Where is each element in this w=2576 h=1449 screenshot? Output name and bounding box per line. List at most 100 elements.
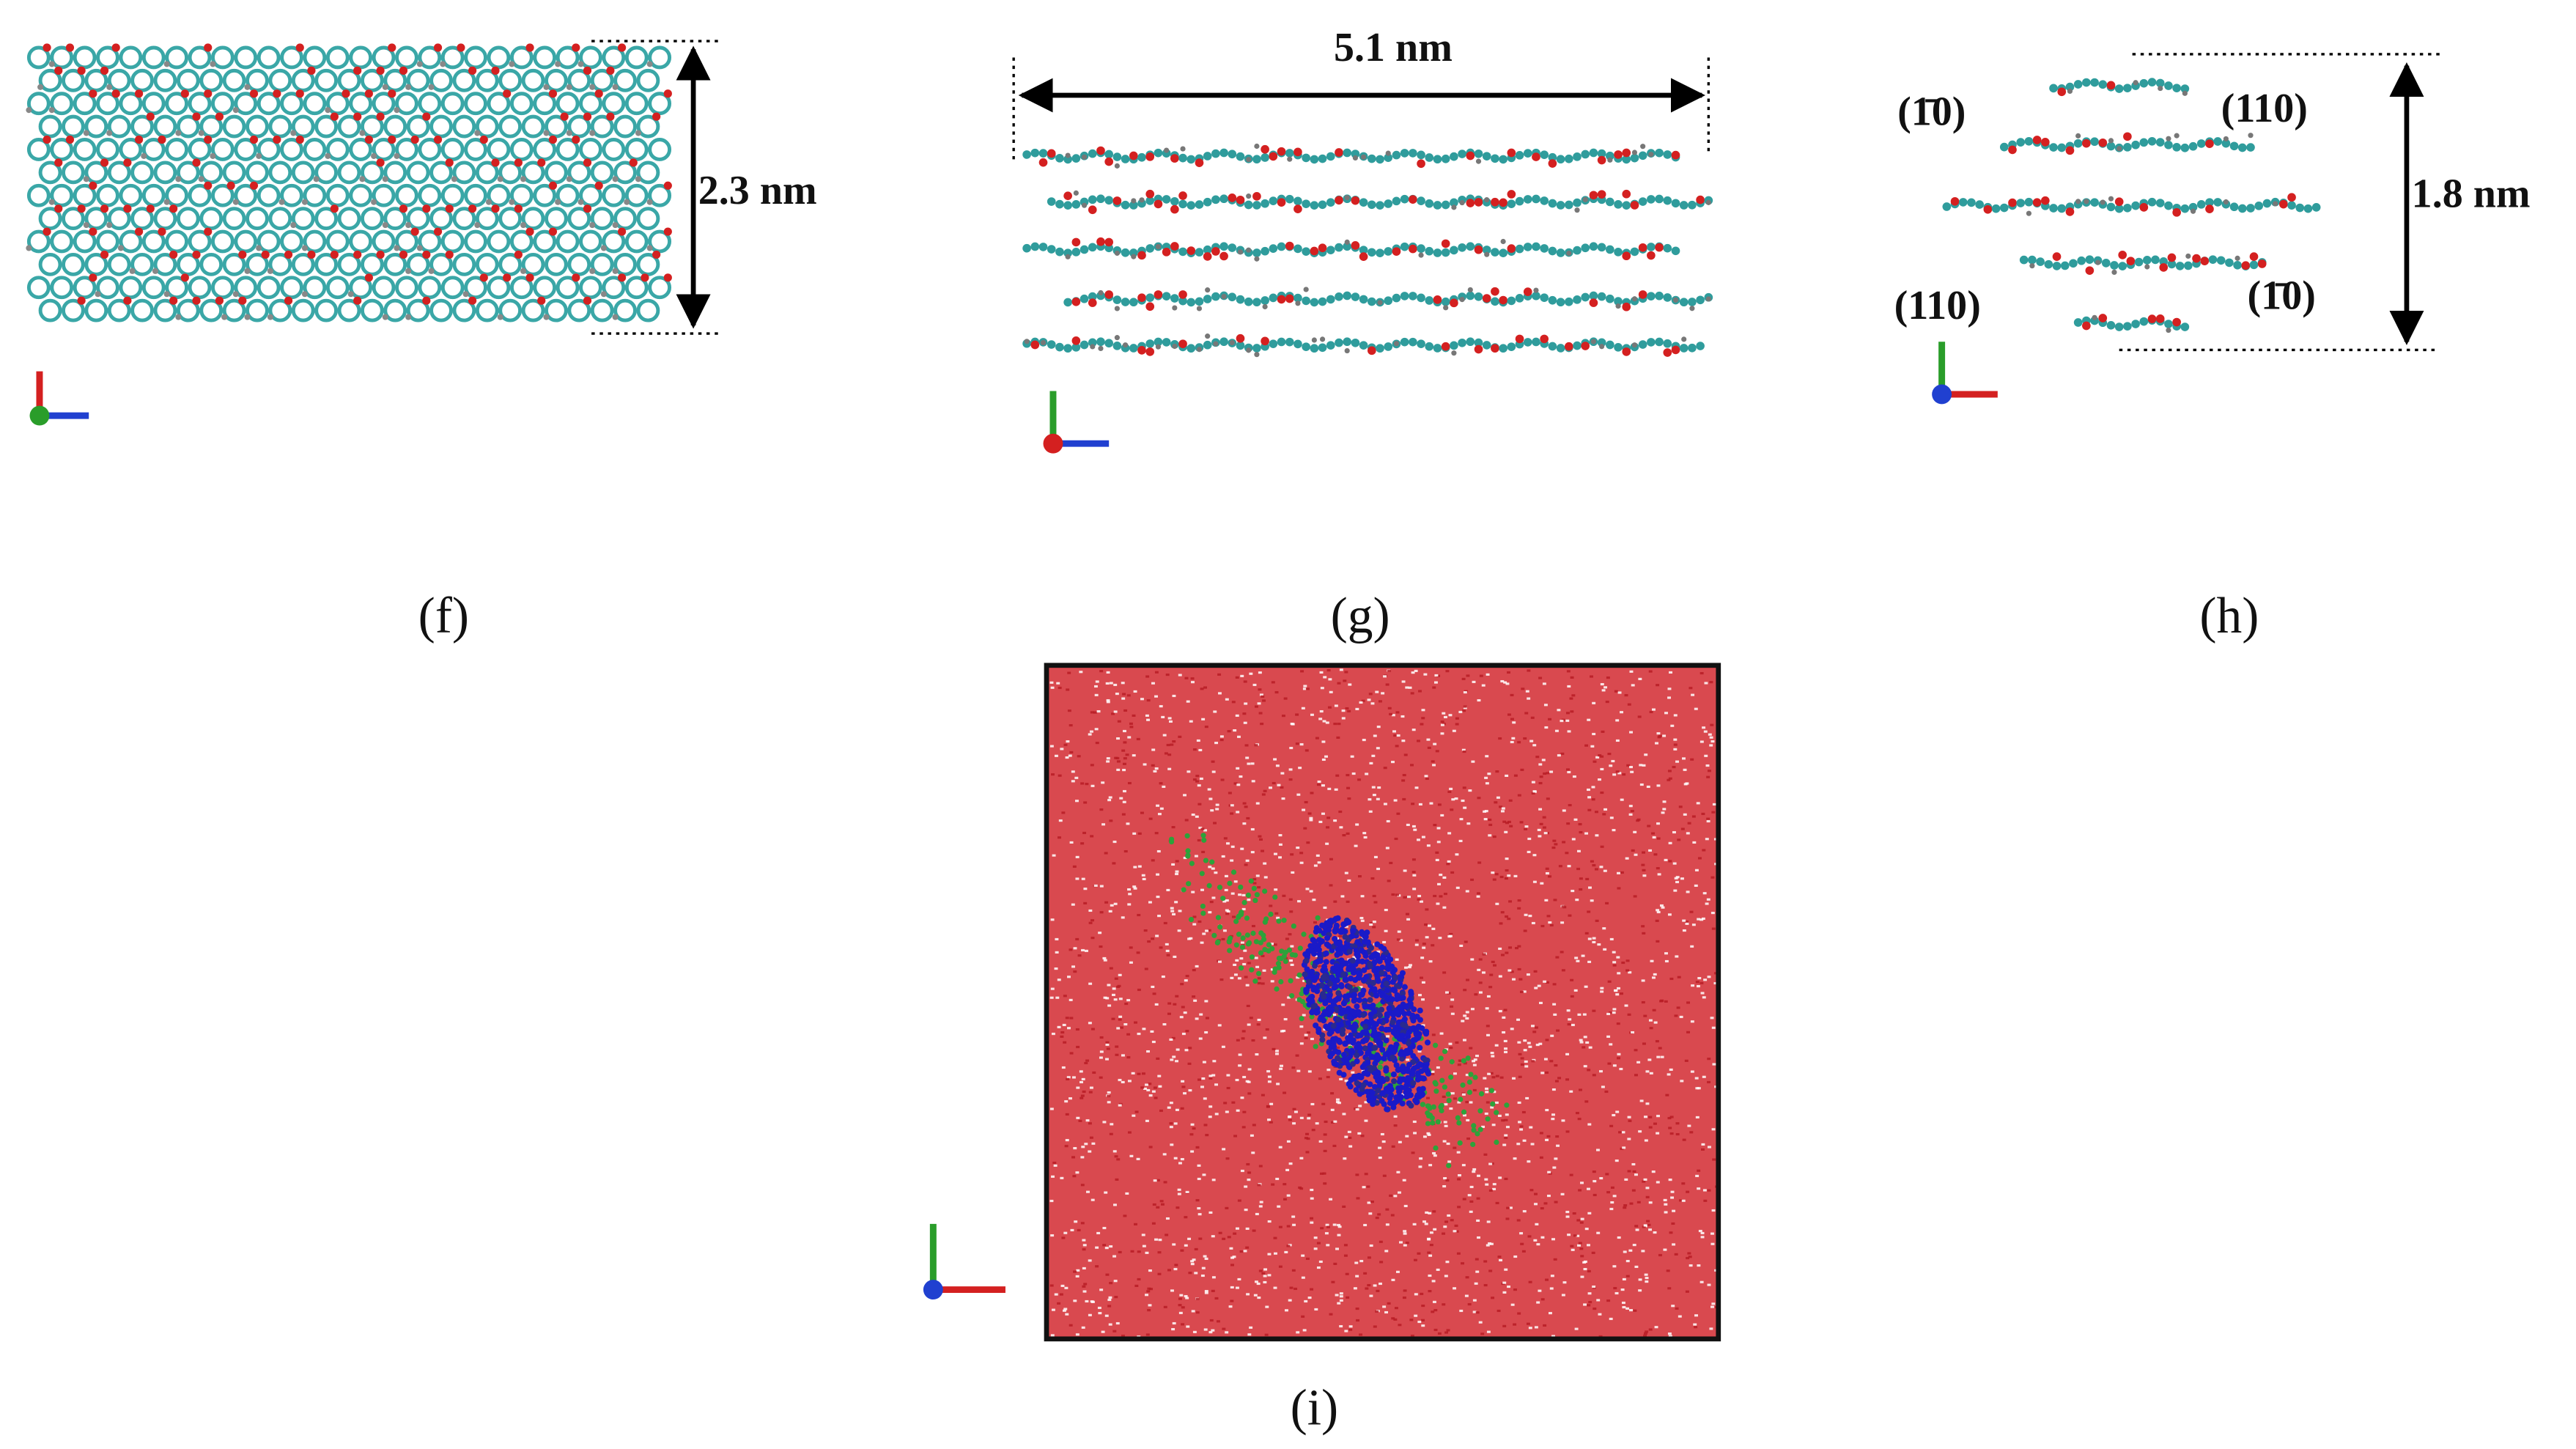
atom bbox=[2311, 203, 2321, 212]
protein-atom bbox=[1403, 1003, 1410, 1010]
atom bbox=[382, 314, 388, 320]
water-dot bbox=[1082, 1267, 1086, 1270]
water-dot bbox=[1675, 760, 1679, 763]
water-dot bbox=[1214, 871, 1218, 874]
water-dot bbox=[1627, 703, 1631, 706]
water-dot bbox=[1642, 869, 1646, 871]
water-dot bbox=[1664, 959, 1669, 963]
water-dot bbox=[1510, 740, 1514, 744]
atom bbox=[1104, 196, 1114, 205]
water-dot bbox=[1557, 754, 1561, 757]
water-dot bbox=[1118, 1015, 1123, 1018]
atom bbox=[2167, 253, 2177, 262]
water-dot bbox=[1547, 1170, 1551, 1173]
water-dot bbox=[1588, 886, 1592, 889]
water-dot bbox=[1091, 1142, 1096, 1145]
water-dot bbox=[1631, 1030, 1635, 1034]
water-dot bbox=[1211, 760, 1215, 763]
water-dot bbox=[1639, 764, 1643, 767]
water-dot bbox=[1539, 1001, 1543, 1005]
ring bbox=[602, 138, 626, 161]
water-dot bbox=[1700, 1280, 1704, 1283]
water-dot bbox=[1052, 854, 1056, 857]
water-dot bbox=[1432, 1300, 1436, 1303]
water-dot bbox=[1524, 1060, 1528, 1063]
water-dot bbox=[1648, 1116, 1653, 1118]
water-dot bbox=[1262, 699, 1266, 702]
atom bbox=[1178, 290, 1187, 299]
water-dot bbox=[1481, 684, 1486, 687]
water-dot bbox=[1230, 812, 1234, 815]
atom bbox=[89, 273, 97, 282]
water-dot bbox=[1159, 705, 1163, 708]
ring bbox=[222, 114, 246, 139]
water-dot bbox=[1645, 1330, 1649, 1333]
water-dot bbox=[1113, 1280, 1118, 1283]
water-dot bbox=[1673, 714, 1678, 717]
atom bbox=[210, 152, 216, 159]
water-dot bbox=[1337, 1223, 1341, 1227]
atom bbox=[1261, 153, 1269, 162]
water-dot bbox=[1485, 755, 1489, 758]
water-dot bbox=[1471, 760, 1475, 763]
water-dot bbox=[1483, 818, 1488, 821]
water-dot bbox=[1645, 1195, 1650, 1198]
water-dot bbox=[1082, 1290, 1087, 1293]
water-dot bbox=[1325, 842, 1329, 845]
water-dot bbox=[1148, 1269, 1152, 1272]
water-dot bbox=[1144, 967, 1148, 970]
water-dot bbox=[1675, 1132, 1680, 1136]
water-dot bbox=[1455, 1041, 1459, 1044]
atom bbox=[416, 245, 423, 251]
ring bbox=[337, 207, 361, 231]
water-dot bbox=[1258, 1165, 1263, 1168]
atom bbox=[1081, 202, 1088, 208]
water-dot bbox=[1585, 1041, 1590, 1044]
water-dot bbox=[1658, 1253, 1662, 1257]
ring bbox=[464, 276, 487, 300]
water-dot bbox=[1318, 718, 1323, 720]
water-dot bbox=[1198, 1237, 1203, 1240]
water-dot bbox=[1395, 893, 1400, 896]
atom bbox=[1606, 197, 1614, 207]
water-dot bbox=[1194, 1247, 1198, 1251]
atom bbox=[1491, 248, 1499, 257]
atom bbox=[1359, 341, 1368, 350]
water-dot bbox=[1411, 1151, 1415, 1154]
atom bbox=[2190, 208, 2196, 214]
ring bbox=[624, 276, 649, 300]
ligand-atom bbox=[1445, 1091, 1451, 1097]
water-dot bbox=[1192, 1127, 1196, 1130]
water-dot bbox=[1065, 1139, 1069, 1142]
ring bbox=[84, 298, 108, 322]
water-dot bbox=[1411, 671, 1415, 674]
water-dot bbox=[1179, 1294, 1184, 1297]
protein-atom bbox=[1371, 1028, 1378, 1035]
water-dot bbox=[1707, 976, 1711, 978]
water-dot bbox=[1079, 1070, 1083, 1073]
water-dot bbox=[1062, 1309, 1066, 1312]
atom bbox=[1507, 244, 1516, 253]
water-dot bbox=[1531, 921, 1535, 925]
ligand-atom bbox=[1215, 915, 1222, 921]
water-dot bbox=[1244, 702, 1248, 705]
water-dot bbox=[1223, 837, 1228, 840]
water-dot bbox=[1417, 1252, 1421, 1255]
ring bbox=[26, 276, 51, 300]
water-dot bbox=[1356, 1319, 1360, 1322]
water-dot bbox=[1612, 829, 1616, 832]
water-dot bbox=[1598, 1313, 1602, 1316]
water-dot bbox=[1505, 951, 1509, 954]
water-dot bbox=[1372, 794, 1376, 797]
atom bbox=[2166, 136, 2171, 141]
water-dot bbox=[1114, 1296, 1118, 1299]
water-dot bbox=[1167, 717, 1172, 720]
ring bbox=[624, 92, 649, 116]
protein-atom bbox=[1313, 1009, 1320, 1015]
protein-atom bbox=[1417, 1017, 1423, 1023]
atom bbox=[1254, 143, 1260, 150]
water-dot bbox=[1686, 1256, 1690, 1260]
water-dot bbox=[1310, 1102, 1315, 1106]
ligand-atom bbox=[1188, 916, 1195, 923]
water-dot bbox=[1288, 1116, 1291, 1118]
